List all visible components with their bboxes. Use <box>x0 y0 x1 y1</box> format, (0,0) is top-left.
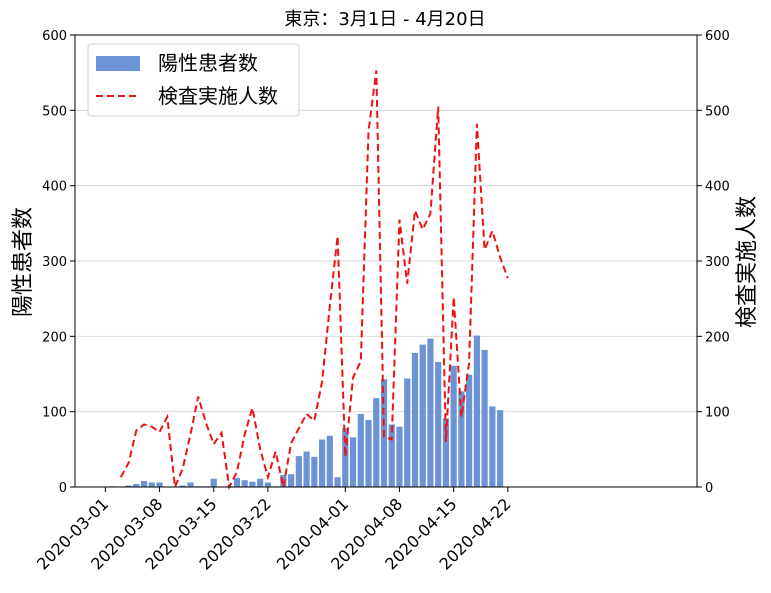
bar <box>326 435 333 487</box>
bar <box>148 482 155 487</box>
bar <box>303 451 310 487</box>
chart-title: 東京：3月1日 - 4月20日 <box>284 9 485 30</box>
bar <box>311 456 318 487</box>
bar <box>388 424 395 487</box>
bar <box>342 428 349 487</box>
y-tick-label: 500 <box>705 104 730 119</box>
left-y-axis: 0 100 200 300 400 500 600 <box>42 29 75 496</box>
bar <box>404 378 411 487</box>
x-axis: 2020-03-012020-03-082020-03-152020-03-22… <box>33 487 515 574</box>
legend-label-positive: 陽性患者数 <box>158 51 258 75</box>
bar <box>133 483 140 487</box>
bar <box>156 482 163 487</box>
bar <box>187 482 194 487</box>
bar <box>466 374 473 487</box>
bar <box>481 349 488 487</box>
bar <box>411 352 419 487</box>
bar <box>210 478 217 487</box>
bar <box>442 418 450 487</box>
y-tick-label: 200 <box>705 330 730 345</box>
bar <box>357 413 364 487</box>
bar <box>140 480 148 487</box>
bar <box>473 335 480 487</box>
y-tick-label: 100 <box>705 406 730 421</box>
bar <box>280 474 287 487</box>
bar <box>264 482 271 487</box>
bar <box>497 410 504 487</box>
y-tick-label: 600 <box>42 29 67 44</box>
bar <box>450 365 457 487</box>
bar <box>349 437 357 487</box>
test-count-line <box>119 70 509 491</box>
legend-bar-swatch <box>96 56 140 71</box>
left-y-axis-title: 陽性患者数 <box>11 207 36 317</box>
bar <box>257 478 264 487</box>
bar <box>125 485 132 487</box>
right-y-axis: 0 100 200 300 400 500 600 <box>697 29 730 496</box>
bar <box>419 344 426 487</box>
y-tick-label: 600 <box>705 29 730 44</box>
bar <box>233 477 241 487</box>
bar <box>295 456 302 487</box>
bar <box>396 426 403 487</box>
bar <box>435 361 442 487</box>
bar <box>241 480 248 487</box>
y-tick-label: 100 <box>42 406 67 421</box>
y-tick-label: 300 <box>705 255 730 270</box>
bar <box>249 481 256 487</box>
legend-box <box>87 43 300 117</box>
bar <box>365 419 372 487</box>
right-y-axis-title: 検査実施人数 <box>735 196 760 328</box>
y-tick-label: 0 <box>59 481 67 496</box>
y-tick-label: 400 <box>705 180 730 195</box>
bar <box>288 474 295 487</box>
bar <box>318 439 326 487</box>
legend-label-tests: 検査実施人数 <box>158 84 278 108</box>
y-tick-label: 500 <box>42 104 67 119</box>
y-tick-label: 0 <box>705 481 713 496</box>
y-tick-label: 300 <box>42 255 67 270</box>
bar <box>179 485 186 487</box>
y-tick-label: 400 <box>42 180 67 195</box>
bar <box>427 338 434 487</box>
y-tick-label: 200 <box>42 330 67 345</box>
bar <box>373 398 380 487</box>
bar <box>334 477 341 487</box>
bar <box>458 391 465 487</box>
bar <box>489 406 496 487</box>
legend: 陽性患者数 検査実施人数 <box>87 43 300 117</box>
